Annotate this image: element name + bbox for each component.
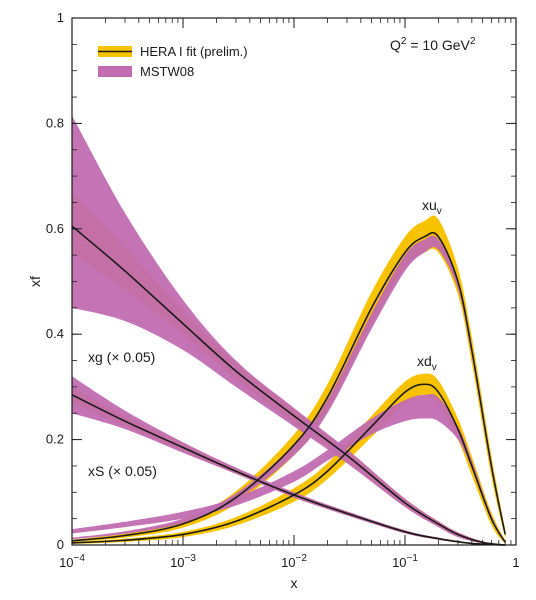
central-curve-xs: [71, 394, 506, 546]
central-curve-xdv: [71, 383, 506, 544]
x-axis-title: x: [291, 575, 298, 591]
q2-base: Q: [390, 37, 401, 53]
y-tick-label: 0.6: [46, 221, 64, 236]
uncertainty-bands: [72, 115, 506, 545]
axis-ticks: [71, 17, 517, 546]
q2-mid: = 10 GeV: [406, 37, 470, 53]
central-curve-xg: [71, 225, 506, 546]
x-tick-label: 10−3: [170, 553, 196, 570]
legend-label-hera: HERA I fit (prelim.): [140, 44, 248, 59]
mstw-band-xdv: [72, 393, 506, 543]
y-tick-label: 1: [57, 10, 64, 25]
q2-sup: 2: [401, 36, 407, 47]
legend-swatch-mstw: [98, 66, 132, 77]
legend: HERA I fit (prelim.) MSTW08: [98, 44, 248, 79]
central-curves: [71, 225, 507, 546]
mstw-band-xg: [72, 115, 506, 545]
curve-label-xg: xg (× 0.05): [88, 349, 155, 365]
legend-label-mstw: MSTW08: [140, 64, 194, 79]
xdv-sub: v: [432, 362, 437, 373]
q2-annotation: Q2 = 10 GeV2: [390, 36, 476, 53]
x-tick-label: 1: [512, 555, 519, 570]
y-tick-label: 0.8: [46, 115, 64, 130]
y-tick-label: 0.2: [46, 432, 64, 447]
curve-label-xs: xS (× 0.05): [88, 463, 157, 479]
central-curve-xuv: [71, 231, 507, 542]
x-tick-label: 10−2: [281, 553, 307, 570]
y-tick-label: 0: [57, 537, 64, 552]
curve-label-xuv: xuv: [422, 197, 442, 217]
xuv-text: xu: [422, 197, 437, 213]
y-tick-label: 0.4: [46, 326, 64, 341]
axis-tick-labels: 0 0.2 0.4 0.6 0.8 1 10−4 10−3 10−2 10−1 1: [46, 10, 520, 570]
y-axis-title: xf: [27, 276, 43, 287]
x-tick-label: 10−4: [59, 553, 85, 570]
q2-unit-sup: 2: [470, 36, 476, 47]
xdv-text: xd: [417, 353, 432, 369]
x-tick-label: 10−1: [392, 553, 418, 570]
curve-label-xdv: xdv: [417, 353, 437, 373]
xuv-sub: v: [437, 206, 442, 217]
